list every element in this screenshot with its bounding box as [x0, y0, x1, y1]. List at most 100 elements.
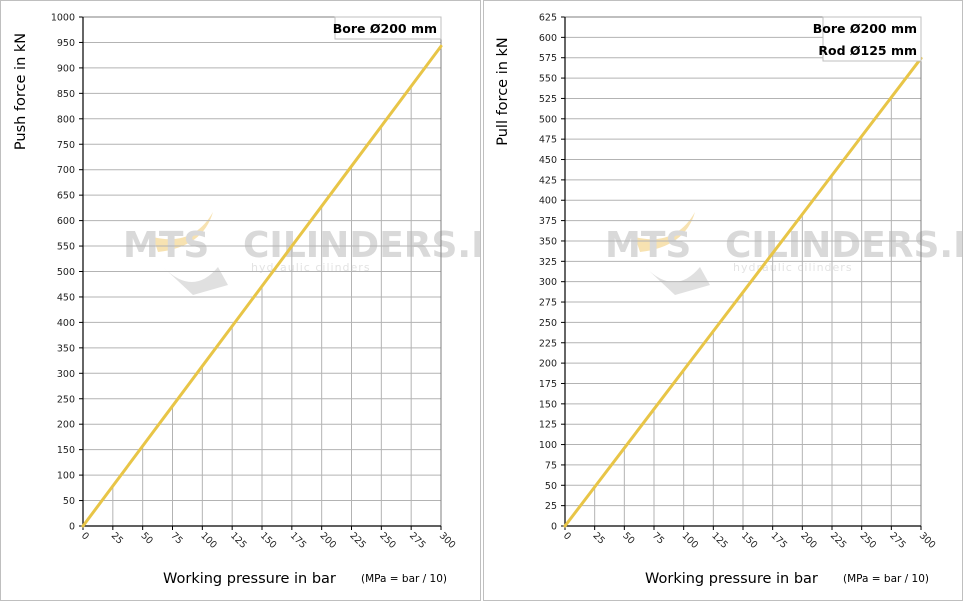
watermark-brand: MTS	[605, 225, 691, 266]
y-tick-label: 700	[57, 165, 75, 176]
y-tick-label: 350	[539, 236, 557, 247]
y-tick-label: 75	[545, 460, 557, 471]
data-point	[439, 45, 443, 48]
data-point	[652, 407, 656, 411]
data-point	[111, 484, 115, 488]
y-tick-label: 0	[551, 522, 557, 533]
x-tick-label: 200	[318, 530, 339, 551]
data-point	[350, 164, 353, 168]
y-tick-label: 325	[539, 257, 557, 268]
y-tick-label: 25	[545, 501, 557, 512]
data-point	[801, 213, 804, 216]
watermark-swoosh-icon	[153, 212, 213, 252]
x-tick-label: 225	[347, 530, 368, 551]
y-tick-label: 900	[57, 63, 75, 74]
y-axis-title: Push force in kN	[13, 33, 29, 150]
x-tick-label: 200	[798, 530, 819, 551]
y-tick-label: 150	[539, 399, 557, 410]
data-point	[563, 524, 567, 528]
y-tick-label: 100	[539, 440, 557, 451]
watermark-tagline: hydraulic cilinders	[733, 261, 853, 274]
y-tick-label: 750	[57, 140, 75, 151]
data-point	[623, 446, 626, 450]
spec-box	[822, 16, 922, 62]
y-tick-label: 650	[57, 191, 75, 202]
data-point	[260, 284, 264, 288]
x-tick-label: 125	[228, 530, 249, 551]
x-tick-label: 50	[620, 530, 636, 546]
x-tick-label: 125	[709, 530, 730, 551]
y-axis-title: Pull force in kN	[495, 37, 511, 146]
y-tick-label: 200	[57, 420, 75, 431]
data-point	[771, 251, 774, 255]
y-tick-label: 150	[57, 445, 75, 456]
y-tick-label: 600	[539, 33, 557, 44]
y-tick-label: 400	[539, 196, 557, 207]
watermark-tagline: hydraulic cilinders	[251, 261, 371, 274]
data-point	[320, 204, 323, 208]
y-tick-label: 50	[545, 481, 557, 492]
data-point	[201, 364, 204, 368]
y-tick-label: 525	[539, 94, 557, 105]
data-point	[830, 174, 834, 177]
data-point	[860, 135, 863, 138]
x-tick-label: 25	[591, 530, 607, 546]
x-tick-label: 50	[139, 530, 155, 546]
data-point	[290, 244, 294, 248]
y-tick-label: 250	[57, 394, 75, 405]
y-tick-label: 175	[539, 379, 557, 390]
data-point	[712, 329, 715, 333]
y-tick-label: 50	[63, 496, 75, 507]
y-tick-label: 375	[539, 216, 557, 227]
data-point	[380, 125, 383, 128]
x-tick-label: 150	[739, 530, 760, 551]
spec-label: Rod Ø125 mm	[818, 43, 917, 58]
spec-label: Bore Ø200 mm	[333, 21, 437, 36]
y-tick-label: 100	[57, 471, 75, 482]
watermark-arrow-icon	[645, 267, 710, 295]
y-tick-label: 550	[539, 74, 557, 85]
y-tick-label: 450	[539, 155, 557, 166]
unit-note: (MPa = bar / 10)	[843, 573, 929, 585]
y-tick-label: 200	[539, 359, 557, 370]
y-tick-label: 300	[539, 277, 557, 288]
y-tick-label: 0	[69, 522, 75, 533]
x-tick-label: 275	[407, 530, 428, 551]
data-point	[230, 324, 234, 328]
data-point	[682, 368, 685, 372]
y-tick-label: 425	[539, 175, 557, 186]
data-point	[593, 485, 596, 489]
y-tick-label: 500	[57, 267, 75, 278]
x-tick-label: 100	[680, 530, 701, 551]
watermark-swoosh-icon	[635, 212, 695, 252]
x-tick-label: 150	[258, 530, 279, 551]
x-tick-label: 25	[109, 530, 125, 546]
push-force-chart: MTS CILINDERS.NLhydraulic cilinders 0 50 100…	[13, 13, 480, 588]
y-tick-label: 500	[539, 114, 557, 125]
y-tick-label: 800	[57, 114, 75, 125]
x-tick-label: 175	[288, 530, 309, 551]
x-tick-label: 250	[377, 530, 398, 551]
x-tick-label: 275	[887, 530, 908, 551]
data-point	[409, 85, 413, 88]
push-force-chart-panel: MTS CILINDERS.NLhydraulic cilinders 0 50 100…	[0, 0, 481, 601]
pull-force-chart: MTS CILINDERS.NLhydraulic cilinders 0 25 50 7…	[495, 13, 962, 588]
y-tick-label: 1000	[51, 13, 75, 24]
x-tick-label: 300	[437, 530, 458, 551]
x-tick-label: 0	[79, 530, 91, 542]
x-axis-title: Working pressure in bar	[163, 571, 336, 587]
y-tick-label: 250	[539, 318, 557, 329]
x-tick-label: 100	[198, 530, 219, 551]
x-tick-label: 300	[917, 530, 938, 551]
data-point	[890, 96, 893, 99]
data-point	[171, 404, 174, 408]
x-tick-label: 75	[168, 530, 184, 546]
pull-force-chart-panel: MTS CILINDERS.NLhydraulic cilinders 0 25 50 7…	[483, 0, 963, 601]
watermark-arrow-icon	[163, 267, 228, 295]
x-tick-label: 0	[561, 530, 573, 542]
unit-note: (MPa = bar / 10)	[361, 573, 447, 585]
x-tick-label: 75	[650, 530, 666, 546]
data-point	[141, 444, 144, 448]
x-tick-label: 225	[828, 530, 849, 551]
